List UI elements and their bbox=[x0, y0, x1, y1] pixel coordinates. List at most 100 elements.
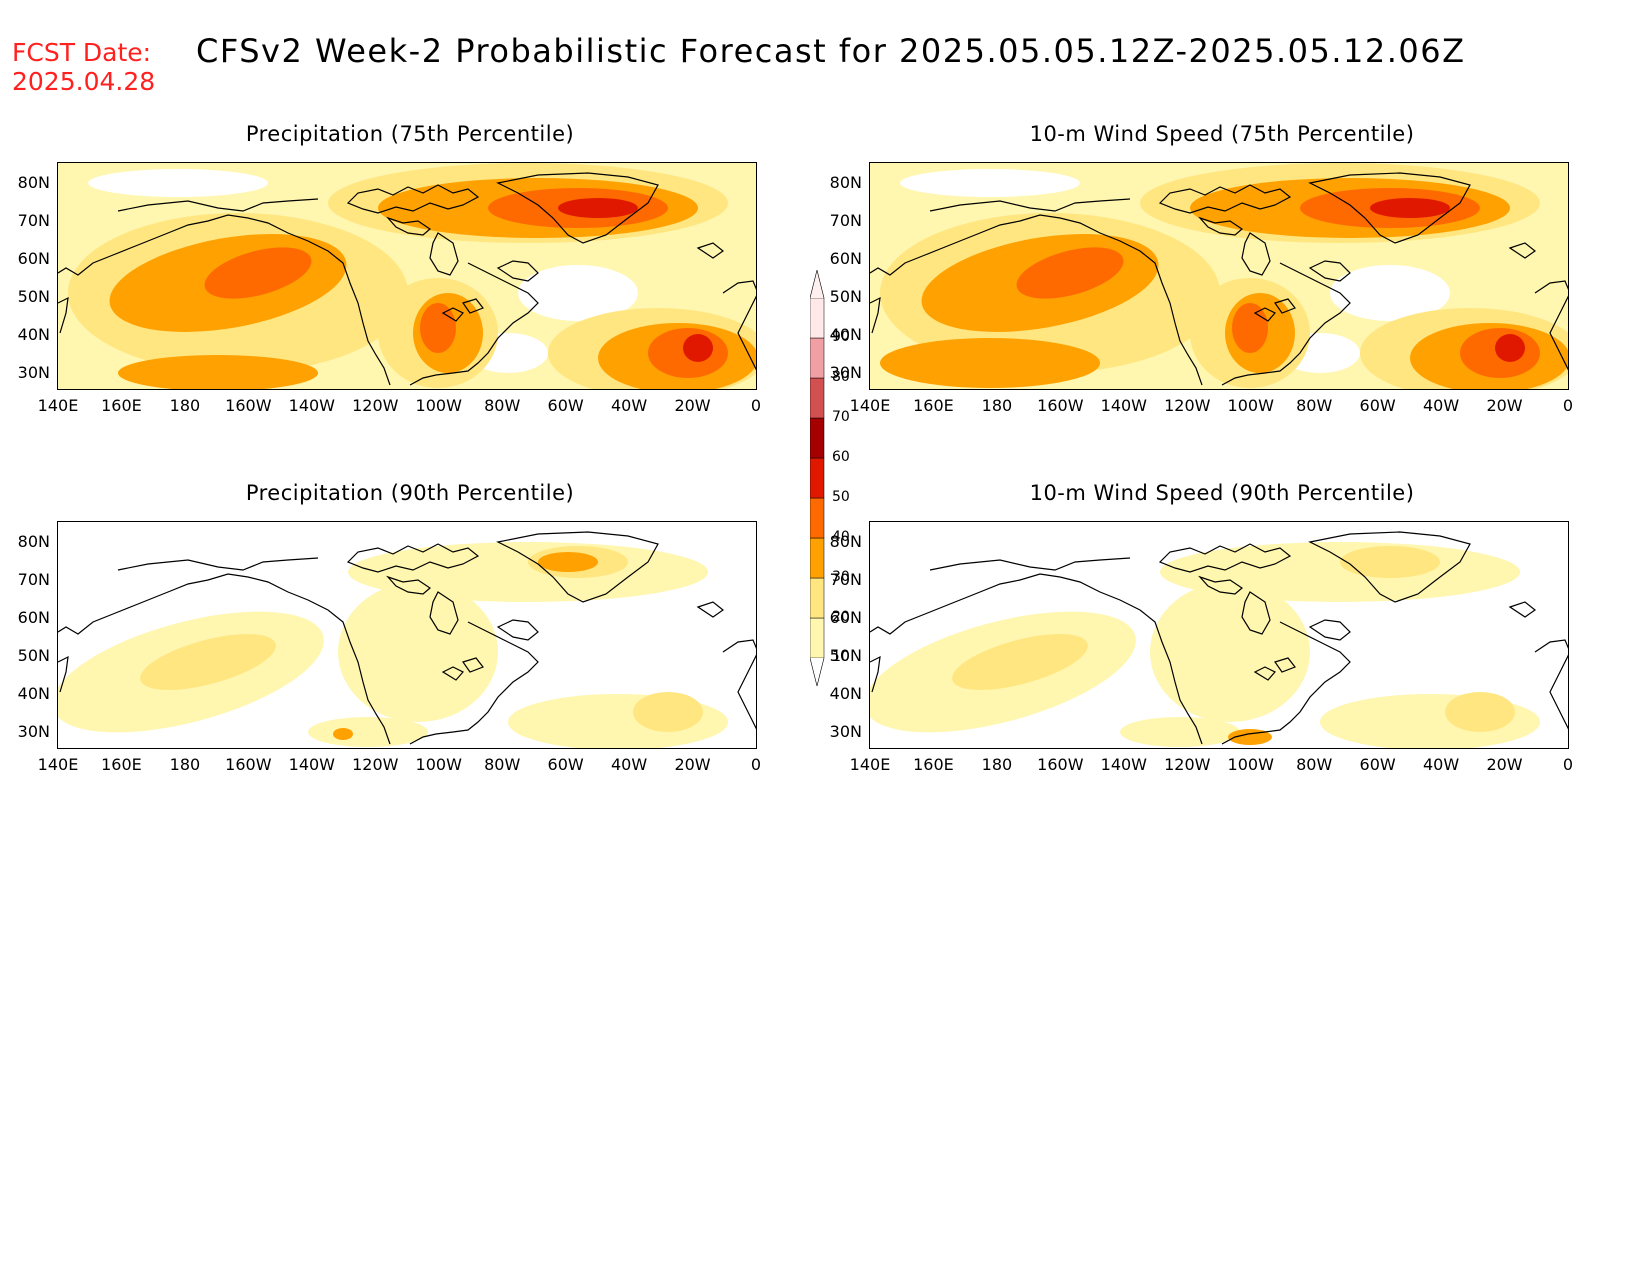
latitude-tick-label: 80N bbox=[17, 173, 50, 192]
coastline bbox=[870, 655, 881, 693]
map-plot-area bbox=[58, 531, 756, 748]
probability-shading bbox=[518, 265, 638, 321]
longitude-tick-label: 140W bbox=[288, 396, 335, 415]
coastline bbox=[722, 280, 756, 371]
colorbar-cap bbox=[809, 657, 825, 687]
probability-shading bbox=[1445, 692, 1515, 732]
probability-shading bbox=[558, 198, 638, 218]
longitude-tick-label: 60W bbox=[1359, 755, 1396, 774]
coastline bbox=[1253, 666, 1276, 681]
longitude-tick-label: 120W bbox=[1164, 755, 1211, 774]
probability-shading bbox=[538, 552, 598, 572]
latitude-tick-label: 30N bbox=[17, 722, 50, 741]
probability-shading bbox=[1330, 265, 1450, 321]
longitude-tick-label: 160E bbox=[913, 396, 954, 415]
coastline bbox=[346, 543, 480, 573]
coastline bbox=[1308, 260, 1351, 282]
probability-shading bbox=[118, 355, 318, 389]
longitude-tick-label: 0 bbox=[750, 396, 762, 415]
longitude-tick-label: 160E bbox=[913, 755, 954, 774]
longitude-tick-label: 180 bbox=[981, 755, 1013, 774]
colorbar-tick-label: 80 bbox=[832, 369, 850, 385]
coastline bbox=[496, 531, 659, 603]
probability-shading bbox=[204, 247, 312, 299]
coastline bbox=[58, 573, 391, 745]
coastline bbox=[462, 657, 484, 673]
colorbar-tick-label: 70 bbox=[832, 409, 850, 425]
coastline bbox=[1534, 639, 1568, 730]
coastline bbox=[429, 591, 459, 635]
colorbar-segment bbox=[809, 417, 825, 459]
fcst-date-caption: FCST Date: bbox=[12, 38, 152, 67]
panel-wind-75: 10-m Wind Speed (75th Percentile) 80N 70N… bbox=[812, 122, 1573, 432]
coastline bbox=[117, 198, 319, 212]
coastline bbox=[722, 639, 756, 730]
coastline bbox=[386, 575, 431, 595]
probability-shading bbox=[683, 334, 713, 362]
map-wind-90 bbox=[869, 521, 1569, 749]
longitude-tick-label: 160E bbox=[101, 396, 142, 415]
longitude-tick-label: 180 bbox=[981, 396, 1013, 415]
coastline bbox=[1253, 307, 1276, 322]
latitude-tick-label: 30N bbox=[17, 363, 50, 382]
colorbar-cap bbox=[809, 269, 825, 299]
coastline bbox=[1241, 232, 1271, 276]
fcst-date-value: 2025.04.28 bbox=[12, 67, 156, 96]
probability-shading bbox=[88, 169, 268, 197]
probability-shading bbox=[1232, 303, 1268, 353]
panel-title: Precipitation (75th Percentile) bbox=[245, 122, 575, 146]
longitude-tick-label: 40W bbox=[610, 755, 648, 774]
coastline bbox=[696, 242, 725, 259]
latitude-tick-label: 40N bbox=[17, 325, 50, 344]
longitude-tick-label: 60W bbox=[1359, 396, 1396, 415]
coastline bbox=[1308, 619, 1351, 641]
longitude-tick-label: 40W bbox=[1422, 755, 1460, 774]
longitude-tick-label: 60W bbox=[547, 755, 584, 774]
longitude-tick-label: 160W bbox=[225, 396, 272, 415]
page-title: CFSv2 Week-2 Probabilistic Forecast for … bbox=[196, 32, 1466, 70]
coastline bbox=[1308, 531, 1471, 603]
coastline bbox=[1274, 298, 1296, 314]
latitude-tick-label: 70N bbox=[829, 211, 862, 230]
probability-shading bbox=[1016, 247, 1124, 299]
probability-shading bbox=[1495, 334, 1525, 362]
longitude-tick-label: 80W bbox=[484, 396, 521, 415]
longitude-tick-label: 100W bbox=[415, 755, 462, 774]
coastline bbox=[346, 184, 480, 214]
latitude-tick-label: 30N bbox=[829, 722, 862, 741]
coastline bbox=[1534, 280, 1568, 371]
longitude-tick-label: 160W bbox=[1037, 755, 1084, 774]
longitude-tick-label: 20W bbox=[674, 396, 711, 415]
latitude-tick-label: 50N bbox=[829, 646, 862, 665]
latitude-tick-label: 50N bbox=[829, 287, 862, 306]
coastline bbox=[870, 296, 881, 334]
panel-title: 10-m Wind Speed (90th Percentile) bbox=[1029, 481, 1415, 505]
coastline bbox=[441, 666, 464, 681]
latitude-tick-label: 50N bbox=[17, 646, 50, 665]
latitude-tick-label: 60N bbox=[17, 608, 50, 627]
colorbar-tick-label: 50 bbox=[832, 489, 850, 505]
colorbar-segment bbox=[809, 577, 825, 619]
longitude-tick-label: 140W bbox=[288, 755, 335, 774]
latitude-tick-label: 50N bbox=[17, 287, 50, 306]
longitude-tick-label: 80W bbox=[484, 755, 521, 774]
latitude-tick-label: 40N bbox=[829, 325, 862, 344]
latitude-tick-label: 40N bbox=[829, 684, 862, 703]
longitude-tick-label: 140W bbox=[1100, 755, 1147, 774]
coastline bbox=[441, 307, 464, 322]
coastline bbox=[1198, 575, 1243, 595]
coastline bbox=[58, 655, 69, 693]
panel-precip-75: Precipitation (75th Percentile) 80N 70N 60… bbox=[0, 122, 762, 432]
latitude-tick-label: 80N bbox=[829, 532, 862, 551]
probability-shading bbox=[880, 338, 1100, 388]
coastline bbox=[1221, 262, 1351, 386]
forecast-date-label: FCST Date: 2025.04.28 bbox=[12, 38, 155, 96]
coastline bbox=[386, 216, 431, 236]
probability-shading bbox=[140, 634, 276, 690]
coastline bbox=[58, 214, 391, 386]
longitude-tick-label: 20W bbox=[1486, 396, 1523, 415]
longitude-tick-label: 40W bbox=[1422, 396, 1460, 415]
probability-shading bbox=[1150, 582, 1310, 722]
coastline bbox=[1508, 242, 1537, 259]
probability-shading bbox=[1120, 717, 1240, 747]
